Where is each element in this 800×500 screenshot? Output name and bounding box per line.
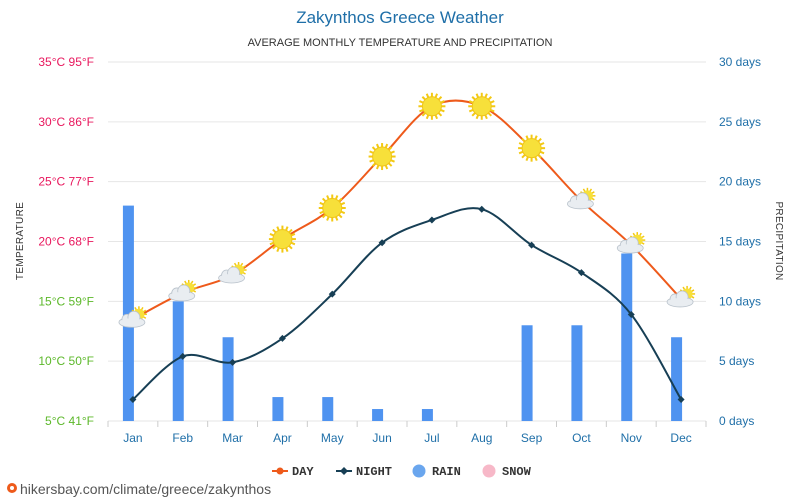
left-tick-label: 10°C 50°F [38, 354, 94, 368]
cloudy-sun-icon [616, 232, 646, 254]
cloudy-sun-icon [567, 187, 596, 210]
rain-bars [122, 205, 683, 421]
rain-bar [621, 253, 633, 421]
legend-dot-icon [482, 464, 496, 478]
x-tick-label: May [321, 431, 344, 445]
night-line [132, 207, 682, 401]
legend: DAY NIGHT RAIN SNOW [272, 464, 532, 479]
x-tick-label: Sep [521, 431, 543, 445]
rain-bar [322, 397, 334, 421]
left-tick-label: 5°C 41°F [45, 414, 94, 428]
rain-bar [571, 325, 583, 421]
cloudy-sun-icon [218, 262, 247, 284]
right-axis-ticks: 30 days 25 days 20 days 15 days 10 days 5 day… [719, 55, 761, 428]
legend-item-day: DAY [272, 465, 314, 479]
x-tick-label: Aug [471, 431, 492, 445]
left-axis-label: TEMPERATURE [15, 202, 26, 280]
right-tick-label: 20 days [719, 175, 761, 189]
legend-dot-icon [412, 464, 426, 478]
right-tick-label: 15 days [719, 235, 761, 249]
night-point [179, 352, 187, 360]
day-line [132, 99, 682, 321]
grid-lines [108, 61, 706, 422]
left-tick-label: 20°C 68°F [38, 235, 94, 249]
night-series [129, 205, 685, 403]
x-axis-ticks: Jan Feb Mar Apr May Jun Jul Aug Sep Oct Nov Dec [107, 421, 707, 445]
right-tick-label: 10 days [719, 294, 761, 308]
right-tick-label: 0 days [719, 414, 754, 428]
chart-subtitle: AVERAGE MONTHLY TEMPERATURE AND PRECIPIT… [248, 37, 553, 49]
left-tick-label: 30°C 86°F [38, 115, 94, 129]
rain-bar [521, 325, 533, 421]
legend-label: NIGHT [356, 465, 392, 479]
left-tick-label: 35°C 95°F [38, 55, 94, 69]
chart-title: Zakynthos Greece Weather [296, 8, 504, 27]
legend-label: DAY [292, 465, 314, 479]
footer-link[interactable]: hikersbay.com/climate/greece/zakynthos [7, 481, 271, 497]
night-point [627, 310, 635, 318]
night-point [278, 334, 286, 342]
rain-bar [421, 409, 433, 421]
cloudy-sun-icon [168, 279, 197, 302]
night-point [577, 269, 585, 277]
rain-bar [172, 301, 184, 421]
left-axis-ticks: 35°C 95°F 30°C 86°F 25°C 77°F 20°C 68°F 15°C… [38, 55, 94, 428]
left-tick-label: 15°C 59°F [38, 294, 94, 308]
footer-url[interactable]: hikersbay.com/climate/greece/zakynthos [20, 481, 271, 497]
cloudy-sun-icon [118, 306, 147, 328]
x-tick-label: Apr [273, 431, 292, 445]
left-tick-label: 25°C 77°F [38, 175, 94, 189]
legend-item-rain: RAIN [412, 464, 461, 479]
x-tick-label: Nov [621, 431, 642, 445]
night-point [129, 395, 137, 403]
night-point [677, 395, 685, 403]
sun-icon [418, 92, 446, 120]
legend-marker-icon [340, 467, 348, 475]
right-tick-label: 25 days [719, 115, 761, 129]
legend-item-snow: SNOW [482, 464, 532, 479]
rain-bar [372, 409, 384, 421]
night-point [478, 205, 486, 213]
legend-label: SNOW [502, 465, 532, 479]
night-point [328, 290, 336, 298]
legend-label: RAIN [432, 465, 461, 479]
location-pin-icon [7, 483, 17, 493]
x-tick-label: Jul [424, 431, 439, 445]
cloudy-sun-icon [666, 285, 696, 308]
sun-icon [468, 92, 496, 120]
legend-item-night: NIGHT [336, 465, 392, 479]
night-point [428, 216, 436, 224]
sun-icon [268, 225, 296, 253]
x-tick-label: Jun [372, 431, 391, 445]
right-tick-label: 30 days [719, 55, 761, 69]
x-tick-label: Jan [123, 431, 142, 445]
night-point [528, 241, 536, 249]
rain-bar [222, 337, 234, 421]
right-axis-label: PRECIPITATION [773, 201, 784, 280]
weather-icons [118, 92, 696, 328]
day-series [132, 99, 682, 321]
legend-marker-icon [276, 467, 284, 475]
sun-icon [368, 143, 396, 171]
x-tick-label: Mar [222, 431, 243, 445]
rain-bar [272, 397, 284, 421]
night-point [378, 239, 386, 247]
right-tick-label: 5 days [719, 354, 754, 368]
night-point [229, 358, 237, 366]
x-tick-label: Oct [572, 431, 591, 445]
x-tick-label: Feb [172, 431, 193, 445]
rain-bar [671, 337, 683, 421]
sun-icon [518, 134, 546, 162]
rain-bar [122, 205, 134, 421]
sun-icon [318, 194, 346, 222]
x-tick-label: Dec [670, 431, 691, 445]
